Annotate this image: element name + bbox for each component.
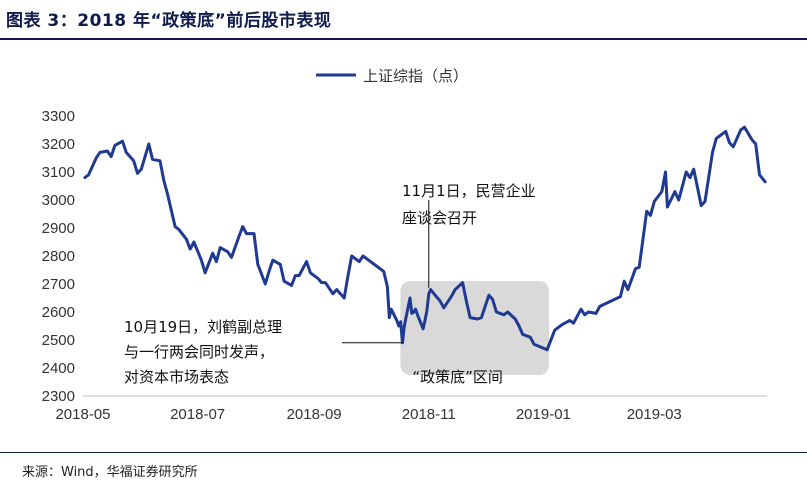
x-tick-label: 2018-09 xyxy=(287,406,342,423)
figure-title: 图表 3：2018 年“政策底”前后股市表现 xyxy=(6,11,332,31)
line-chart: “政策底”区间 2300 2400 2500 2600 2700 2800 2900 3000… xyxy=(42,67,767,423)
y-tick-label: 2800 xyxy=(42,248,75,265)
y-tick-label: 3000 xyxy=(42,192,75,209)
shaded-region xyxy=(400,281,550,375)
y-tick-label: 2400 xyxy=(42,360,75,377)
annotation-2-text: 对资本市场表态 xyxy=(124,368,229,386)
legend-label: 上证综指（点） xyxy=(363,67,468,85)
annotation-1-text: 座谈会召开 xyxy=(402,209,477,227)
title-rule xyxy=(0,38,807,40)
y-tick-label: 2500 xyxy=(42,332,75,349)
annotation-1-text: 11月1日，民营企业 xyxy=(402,182,536,200)
y-tick-label: 2700 xyxy=(42,276,75,293)
annotation-2-text: 10月19日，刘鹤副总理 xyxy=(124,318,282,336)
y-tick-label: 3100 xyxy=(42,164,75,181)
y-tick-label: 2600 xyxy=(42,304,75,321)
source-note: 来源：Wind，华福证券研究所 xyxy=(22,465,198,480)
x-tick-label: 2019-01 xyxy=(516,406,571,423)
x-tick-label: 2018-05 xyxy=(55,406,110,423)
y-tick-label: 2900 xyxy=(42,220,75,237)
y-tick-label: 3200 xyxy=(42,136,75,153)
source-rule xyxy=(0,452,807,453)
annotation-2-text: 与一行两会同时发声， xyxy=(124,343,274,361)
x-tick-label: 2019-03 xyxy=(627,406,682,423)
y-tick-label: 2300 xyxy=(42,388,75,405)
shaded-region-label: “政策底”区间 xyxy=(412,368,503,386)
x-tick-label: 2018-07 xyxy=(170,406,225,423)
y-tick-label: 3300 xyxy=(42,108,75,125)
x-tick-label: 2018-11 xyxy=(402,406,456,423)
series-line-0 xyxy=(83,125,767,352)
